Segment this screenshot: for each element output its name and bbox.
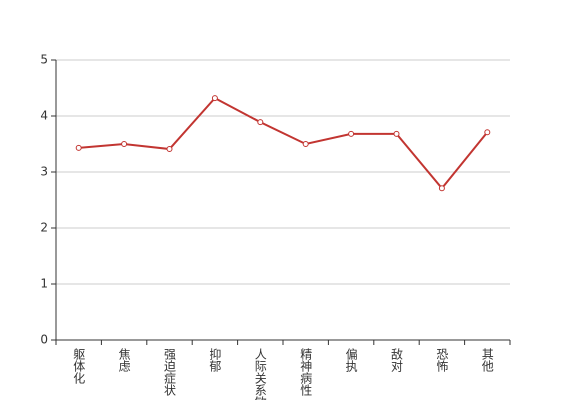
line — [78, 96, 489, 190]
point — [121, 141, 128, 147]
y-tick-label: 5 — [40, 53, 48, 67]
point — [302, 141, 309, 147]
x-tick-label: 人际关系敏感 — [253, 348, 267, 400]
y-tick-label: 1 — [40, 277, 48, 291]
point — [166, 146, 173, 153]
point — [348, 130, 355, 137]
x-tick-label: 精神病性 — [299, 348, 313, 397]
y-tick-label: 0 — [40, 333, 48, 347]
point — [211, 95, 218, 102]
y-tick-label: 3 — [40, 165, 48, 179]
point — [75, 144, 82, 151]
x-tick-label: 抑郁 — [208, 347, 222, 373]
point — [393, 130, 400, 137]
x-tick-label: 焦虑 — [117, 348, 131, 372]
x-tick-label: 强迫症状 — [163, 348, 177, 396]
y-tick-label: 4 — [40, 109, 48, 123]
point — [438, 185, 445, 192]
point — [257, 119, 264, 126]
x-tick-label: 恐怖 — [435, 348, 449, 372]
x-tick-label: 其他 — [480, 348, 494, 372]
point — [484, 129, 491, 136]
x-tick-label: 敌对 — [390, 347, 404, 372]
x-tick-label: 躯体化 — [72, 347, 86, 385]
x-tick-label: 偏执 — [344, 347, 358, 373]
y-tick-label: 2 — [40, 221, 48, 235]
